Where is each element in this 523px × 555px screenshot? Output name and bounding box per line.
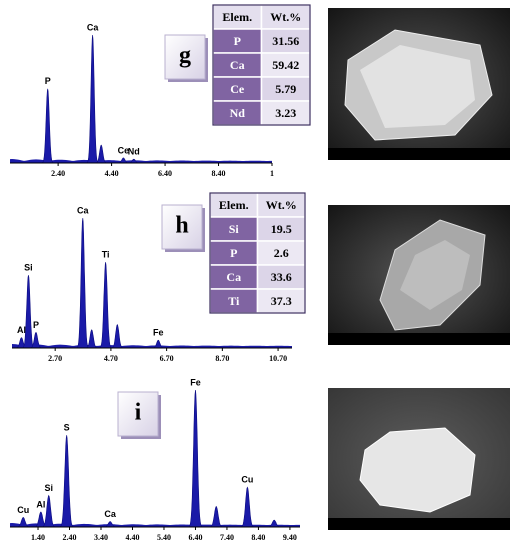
table-border <box>209 192 306 314</box>
spectrum-background <box>10 523 300 527</box>
table-text: 19.5 <box>271 222 292 236</box>
peak <box>21 275 36 349</box>
table-text: Ca <box>226 270 241 284</box>
table-text: P <box>234 34 241 48</box>
peak <box>187 389 204 528</box>
peak-label: Ti <box>102 250 110 260</box>
table-text: Ti <box>228 294 240 308</box>
x-tick-label: 2.40 <box>51 169 65 178</box>
sem-image <box>328 8 510 160</box>
panel-label-box <box>161 204 203 250</box>
table-border <box>212 4 311 126</box>
table-cell <box>209 240 259 266</box>
x-tick-label: 8.70 <box>215 354 229 363</box>
x-tick-label: 6.40 <box>158 169 172 178</box>
table-cell <box>260 28 311 54</box>
table-text: 2.6 <box>274 246 289 260</box>
x-tick-label: 1.40 <box>31 533 45 542</box>
peak <box>41 88 55 164</box>
x-tick-label: 4.70 <box>104 354 118 363</box>
peak-label: Al <box>36 499 45 509</box>
peak-label: Ce <box>118 145 130 155</box>
table-text: 31.56 <box>272 34 299 48</box>
x-tick-label: 8.40 <box>251 533 265 542</box>
x-tick-label: 2.70 <box>48 354 62 363</box>
panel-label-box <box>117 391 159 437</box>
sem-image <box>328 388 510 530</box>
peak <box>110 323 124 349</box>
peak <box>208 505 224 528</box>
peak-label: Si <box>44 483 53 493</box>
peak-label: Ca <box>77 205 89 215</box>
table-text: 3.23 <box>275 106 296 120</box>
peak-label: Ca <box>87 22 99 32</box>
table-text: 37.3 <box>271 294 292 308</box>
x-tick-label: 4.40 <box>125 533 139 542</box>
panel-label: i <box>135 400 142 426</box>
table-cell <box>212 28 263 54</box>
peak <box>59 435 75 528</box>
table-text: Ce <box>230 82 245 96</box>
x-tick-label: 6.70 <box>160 354 174 363</box>
peak-label: Si <box>24 263 33 273</box>
peak-label: P <box>45 76 51 86</box>
peak-label: Fe <box>153 328 164 338</box>
peak <box>239 486 255 528</box>
table-cell <box>256 264 306 290</box>
x-tick-label: 10.70 <box>269 354 287 363</box>
peak-label: Cu <box>241 475 253 485</box>
table-text: P <box>230 246 237 260</box>
peak-label: Nd <box>128 147 140 157</box>
x-tick-label: 1 <box>270 169 274 178</box>
x-tick-label: 5.40 <box>157 533 171 542</box>
table-text: Ca <box>230 58 245 72</box>
peak-label: Al <box>17 325 26 335</box>
table-text: Wt.% <box>270 10 301 24</box>
x-tick-label: 9.40 <box>283 533 297 542</box>
peak-label: P <box>33 320 39 330</box>
table-text: 5.79 <box>275 82 296 96</box>
peak <box>76 217 90 349</box>
x-tick-label: 2.40 <box>63 533 77 542</box>
table-text: Nd <box>230 106 246 120</box>
sem-image <box>328 205 510 345</box>
table-text: Si <box>229 222 240 236</box>
table-text: Wt.% <box>266 198 297 212</box>
peak <box>86 34 100 164</box>
peak <box>41 494 57 528</box>
spectrum-background <box>12 344 292 348</box>
x-tick-label: 4.40 <box>105 169 119 178</box>
panel-label: h <box>175 213 188 239</box>
panel-label-box <box>164 34 206 80</box>
peak-label: Ca <box>104 509 116 519</box>
table-text: Elem. <box>219 198 249 212</box>
panel-label: g <box>179 43 191 69</box>
x-tick-label: 7.40 <box>220 533 234 542</box>
table-cell <box>256 240 306 266</box>
x-tick-label: 3.40 <box>94 533 108 542</box>
x-tick-label: 6.40 <box>188 533 202 542</box>
x-tick-label: 8.40 <box>212 169 226 178</box>
peak-label: Fe <box>190 377 201 387</box>
peak <box>98 262 113 349</box>
spectrum-background <box>10 159 272 163</box>
table-text: 33.6 <box>271 270 292 284</box>
peak-label: S <box>64 423 70 433</box>
table-text: 59.42 <box>272 58 299 72</box>
peak-label: Cu <box>17 505 29 515</box>
table-text: Elem. <box>222 10 252 24</box>
